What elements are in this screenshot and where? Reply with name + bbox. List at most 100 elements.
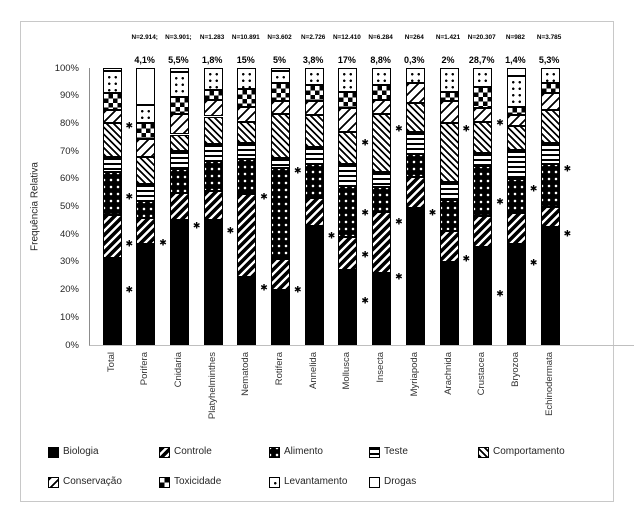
bar-segment-alimento (237, 159, 257, 195)
bar-segment-conservação (136, 138, 156, 157)
legend-swatch-icon (48, 477, 59, 488)
bar-segment-levantamento (405, 68, 425, 84)
bar-segment-controle (169, 192, 189, 221)
bar-segment-toxicidade (169, 97, 189, 114)
bar-segment-biologia (540, 227, 560, 345)
percent-label: 2% (441, 55, 455, 65)
bar-segment-teste (102, 156, 122, 172)
legend-swatch-icon (369, 447, 380, 458)
bar-segment-alimento (304, 163, 324, 199)
bar-segment-toxicidade (338, 91, 358, 109)
bar-segment-alimento (473, 166, 493, 217)
bar-segment-conservação (271, 101, 290, 114)
significance-asterisk: ✱ (428, 207, 437, 218)
bar-segment-toxicidade (271, 83, 290, 102)
bar-segment-controle (304, 198, 324, 226)
bar-segment-levantamento (372, 68, 392, 85)
legend-swatch-icon (369, 477, 380, 488)
bar-segment-levantamento (506, 76, 526, 107)
n-label: N=3.602 (267, 34, 292, 41)
bar-total (102, 68, 122, 345)
bar-segment-levantamento (473, 68, 493, 88)
bar-segment-conservação (405, 83, 425, 103)
legend-label: Drogas (384, 476, 417, 487)
bar-segment-alimento (439, 199, 459, 232)
bar-segment-teste (540, 142, 560, 164)
bar-segment-teste (169, 151, 189, 170)
legend-swatch-icon (159, 447, 170, 458)
bar-segment-toxicidade (506, 106, 526, 116)
significance-asterisk: ✱ (361, 249, 369, 260)
bar-segment-controle (506, 213, 526, 244)
bar-segment-teste (338, 163, 358, 186)
bar-segment-conservação (439, 101, 459, 124)
n-label: N=1.283 (199, 34, 225, 41)
bar-segment-levantamento (439, 68, 459, 92)
bar-segment-controle (439, 231, 459, 262)
bar-segment-conservação (506, 115, 526, 127)
bar-echinodermata (540, 68, 560, 345)
x-category-label: Porifera (139, 352, 151, 386)
bar-segment-conservação (304, 101, 324, 116)
bar-segment-controle (405, 177, 425, 208)
bar-segment-toxicidade (102, 92, 122, 110)
bar-segment-alimento (271, 167, 290, 260)
y-tick-label: 30% (59, 256, 79, 268)
bar-segment-drogas (169, 68, 189, 73)
x-category-label: Echinodermata (543, 352, 555, 416)
significance-asterisk: ✱ (529, 183, 538, 193)
legend-swatch-icon (48, 447, 59, 458)
bar-segment-comportamento (203, 116, 223, 145)
significance-asterisk: ✱ (361, 207, 369, 218)
significance-asterisk: ✱ (529, 257, 538, 268)
bar-segment-alimento (203, 160, 223, 192)
percent-label: 3,8% (302, 55, 324, 65)
bar-segment-levantamento (304, 68, 324, 85)
bar-segment-teste (506, 149, 526, 179)
significance-asterisk: ✱ (294, 284, 302, 295)
y-tick-label: 80% (59, 117, 79, 129)
bar-segment-comportamento (372, 113, 392, 172)
y-tick-label: 0% (65, 339, 79, 351)
y-tick-label: 90% (59, 90, 79, 102)
bar-segment-conservação (338, 108, 358, 132)
bar-segment-conservação (540, 92, 560, 110)
legend-label: Comportamento (493, 446, 565, 457)
percent-label: 5,3% (538, 55, 560, 65)
bar-segment-levantamento (136, 105, 156, 124)
x-category-label: Annelida (307, 352, 319, 389)
x-category-label: Myriapoda (408, 352, 420, 397)
bar-segment-toxicidade (372, 84, 392, 100)
significance-asterisk: ✱ (260, 282, 268, 293)
bar-annelida (304, 68, 324, 345)
bar-segment-toxicidade (136, 123, 156, 139)
bar-segment-teste (405, 131, 425, 154)
bar-segment-controle (271, 259, 290, 290)
significance-asterisk: ✱ (361, 295, 369, 306)
bar-segment-comportamento (304, 115, 324, 147)
significance-asterisk: ✱ (294, 165, 302, 175)
bar-segment-biologia (372, 272, 392, 345)
significance-asterisk: ✱ (462, 253, 471, 264)
bar-nematoda (237, 68, 257, 345)
bar-segment-levantamento (203, 68, 223, 91)
bar-porifera (136, 68, 156, 345)
bar-segment-comportamento (405, 102, 425, 132)
y-tick-label: 70% (59, 145, 79, 157)
n-label: N=3.901; (165, 34, 192, 41)
n-label: N=2.726 (301, 34, 326, 41)
significance-asterisk: ✱ (226, 225, 235, 236)
significance-asterisk: ✱ (361, 137, 369, 148)
bar-cnidaria (169, 68, 189, 345)
bar-rotifera (271, 68, 290, 345)
bar-segment-toxicidade (439, 91, 459, 102)
bar-segment-teste (372, 171, 392, 188)
significance-asterisk: ✱ (395, 271, 403, 282)
bar-segment-teste (271, 158, 290, 168)
bar-segment-alimento (169, 169, 189, 193)
significance-asterisk: ✱ (327, 230, 336, 241)
bar-segment-levantamento (237, 68, 257, 89)
bar-segment-comportamento (338, 131, 358, 164)
percent-label: 1,8% (201, 55, 223, 65)
bar-segment-conservação (473, 108, 493, 123)
